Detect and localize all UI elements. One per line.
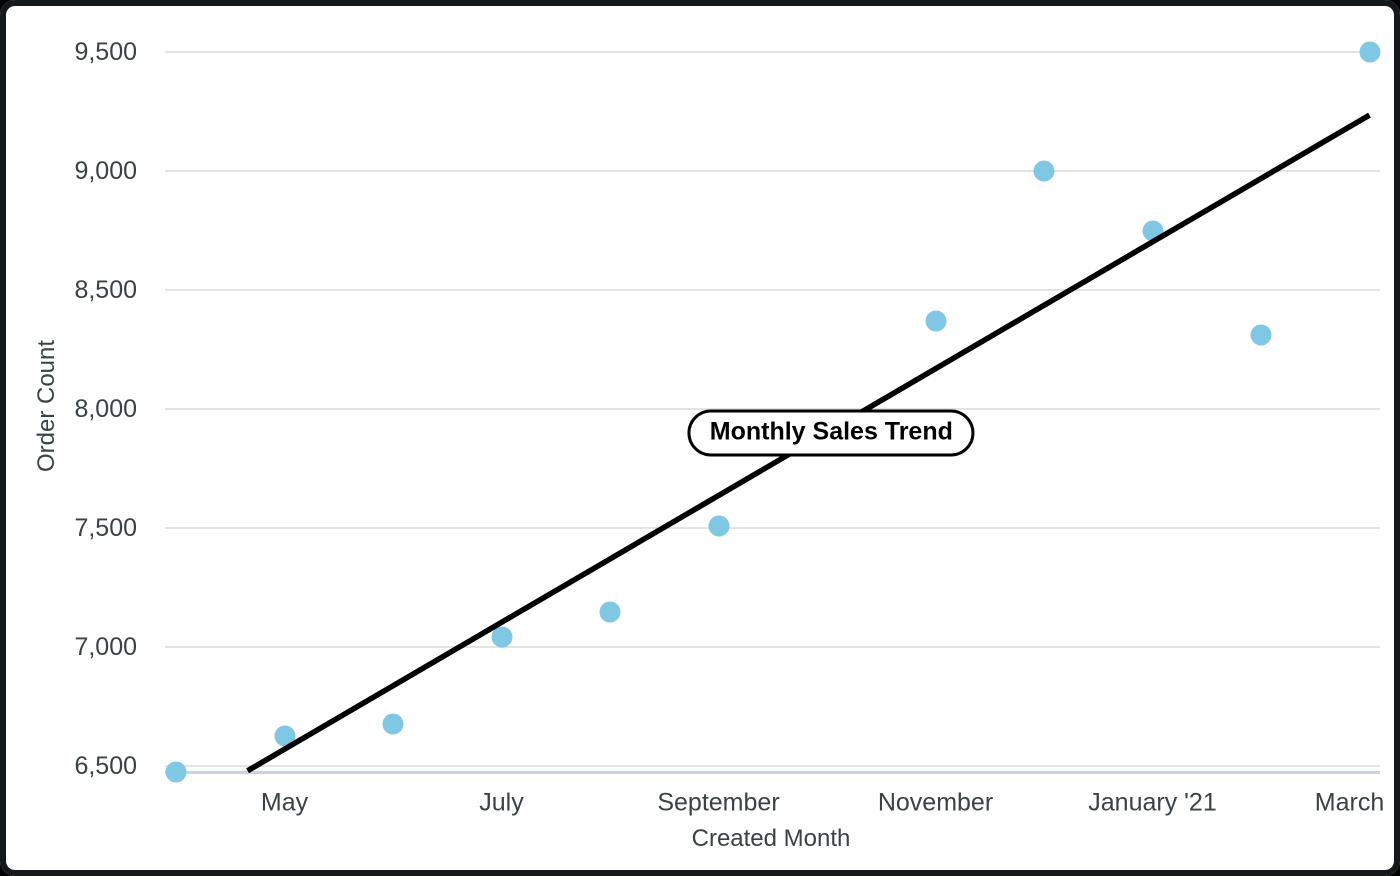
gridline-7500 — [165, 527, 1380, 529]
trend-label-text: Monthly Sales Trend — [709, 417, 953, 446]
y-tick-label-8500: 8,500 — [74, 276, 137, 304]
data-point-january-21[interactable] — [1142, 220, 1163, 241]
gridline-7000 — [165, 646, 1380, 648]
gridline-8500 — [165, 289, 1380, 291]
data-point-april[interactable] — [165, 761, 187, 783]
gridline-9000 — [165, 170, 1380, 172]
x-tick-label-march: March — [1314, 788, 1385, 817]
y-tick-label-9500: 9,500 — [74, 38, 137, 66]
y-tick-label-8000: 8,000 — [74, 395, 137, 423]
x-tick-label-may: May — [260, 788, 309, 817]
data-point-june[interactable] — [382, 713, 404, 735]
y-tick-label-6500: 6,500 — [74, 752, 137, 780]
y-tick-label-7000: 7,000 — [74, 633, 137, 661]
y-axis-title: Order Count — [33, 339, 60, 473]
gridline-9500 — [165, 51, 1380, 53]
data-point-november[interactable] — [925, 310, 946, 332]
x-tick-label-july: July — [479, 788, 524, 817]
data-point-august[interactable] — [599, 601, 621, 623]
trend-label: Monthly Sales Trend — [687, 409, 975, 457]
data-point-may[interactable] — [274, 725, 295, 747]
gridline-6500 — [165, 765, 1380, 767]
x-tick-label-september: September — [657, 788, 780, 817]
x-tick-label-november: November — [877, 788, 994, 817]
y-tick-label-7500: 7,500 — [74, 514, 137, 542]
data-point-march[interactable] — [1359, 41, 1380, 63]
data-point-july[interactable] — [491, 626, 512, 648]
y-tick-label-9000: 9,000 — [74, 157, 137, 185]
data-point-september[interactable] — [708, 515, 729, 537]
x-tick-label-january-21: January '21 — [1088, 788, 1217, 817]
data-point-february[interactable] — [1250, 324, 1272, 346]
x-axis-line — [165, 771, 1380, 774]
x-axis-title: Created Month — [691, 825, 851, 852]
data-point-december[interactable] — [1033, 160, 1055, 182]
